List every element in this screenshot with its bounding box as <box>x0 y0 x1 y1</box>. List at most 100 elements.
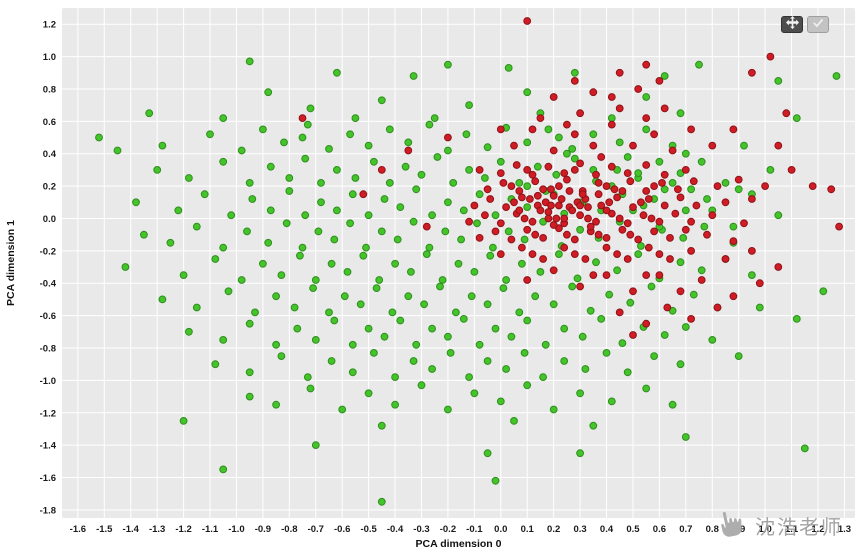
data-point-class-green[interactable] <box>251 308 259 317</box>
data-point-class-red[interactable] <box>655 250 664 259</box>
data-point-class-red[interactable] <box>713 182 722 191</box>
data-point-class-green[interactable] <box>563 149 571 158</box>
data-point-class-green[interactable] <box>245 57 254 66</box>
data-point-class-red[interactable] <box>721 255 730 263</box>
data-point-class-green[interactable] <box>417 381 426 390</box>
data-point-class-green[interactable] <box>219 243 228 252</box>
data-point-class-red[interactable] <box>642 60 651 69</box>
data-point-class-red[interactable] <box>676 193 685 202</box>
data-point-class-red[interactable] <box>528 250 537 259</box>
data-point-class-red[interactable] <box>597 153 606 161</box>
data-point-class-red[interactable] <box>536 206 545 215</box>
data-point-class-red[interactable] <box>298 114 307 122</box>
data-point-class-green[interactable] <box>340 292 349 301</box>
data-point-class-green[interactable] <box>676 258 685 267</box>
data-point-class-green[interactable] <box>285 174 294 182</box>
data-point-class-red[interactable] <box>496 250 505 259</box>
data-point-class-green[interactable] <box>650 352 658 361</box>
data-point-class-red[interactable] <box>523 225 532 234</box>
data-point-class-green[interactable] <box>560 357 569 365</box>
data-point-class-green[interactable] <box>372 284 381 293</box>
data-point-class-green[interactable] <box>504 64 513 72</box>
data-point-class-red[interactable] <box>748 68 756 77</box>
data-point-class-red[interactable] <box>650 182 658 191</box>
data-point-class-green[interactable] <box>364 324 373 333</box>
data-point-class-red[interactable] <box>642 114 651 122</box>
data-point-class-red[interactable] <box>491 227 500 236</box>
data-point-class-green[interactable] <box>681 206 690 215</box>
data-point-class-green[interactable] <box>475 190 484 199</box>
data-point-class-green[interactable] <box>499 284 508 293</box>
data-point-class-red[interactable] <box>547 201 555 210</box>
data-point-class-red[interactable] <box>748 247 756 255</box>
data-point-class-red[interactable] <box>626 230 635 239</box>
data-point-class-red[interactable] <box>642 319 651 328</box>
data-point-class-green[interactable] <box>425 120 434 129</box>
data-point-class-green[interactable] <box>206 130 214 139</box>
data-point-class-green[interactable] <box>158 295 167 304</box>
data-point-class-green[interactable] <box>568 145 577 153</box>
data-point-class-red[interactable] <box>602 206 611 215</box>
data-point-class-red[interactable] <box>660 201 669 210</box>
data-point-class-red[interactable] <box>748 195 756 203</box>
data-point-class-red[interactable] <box>602 271 611 280</box>
data-point-class-red[interactable] <box>729 237 738 246</box>
data-point-class-red[interactable] <box>576 282 584 291</box>
data-point-class-green[interactable] <box>301 211 310 220</box>
data-point-class-red[interactable] <box>634 235 643 244</box>
data-point-class-green[interactable] <box>800 444 809 453</box>
data-point-class-green[interactable] <box>370 349 378 357</box>
data-point-class-green[interactable] <box>356 300 365 309</box>
data-point-class-green[interactable] <box>470 389 479 398</box>
data-point-class-red[interactable] <box>644 243 653 252</box>
data-point-class-green[interactable] <box>607 397 616 406</box>
data-point-class-red[interactable] <box>782 109 791 118</box>
data-point-class-red[interactable] <box>642 271 651 280</box>
data-point-class-green[interactable] <box>306 384 315 393</box>
data-point-class-green[interactable] <box>303 120 312 129</box>
data-point-class-green[interactable] <box>391 373 400 382</box>
data-point-class-red[interactable] <box>528 217 537 226</box>
data-point-class-red[interactable] <box>570 166 579 174</box>
data-point-class-red[interactable] <box>589 141 598 150</box>
data-point-class-green[interactable] <box>327 259 336 268</box>
data-point-class-red[interactable] <box>713 303 722 312</box>
data-point-class-green[interactable] <box>703 195 711 203</box>
data-point-class-red[interactable] <box>507 235 516 244</box>
data-point-class-red[interactable] <box>568 206 577 215</box>
data-point-class-green[interactable] <box>95 133 103 142</box>
data-point-class-red[interactable] <box>592 170 600 179</box>
data-point-class-red[interactable] <box>475 166 484 174</box>
data-point-class-green[interactable] <box>401 162 410 171</box>
data-point-class-green[interactable] <box>634 169 643 178</box>
data-point-class-green[interactable] <box>681 433 690 441</box>
data-point-class-green[interactable] <box>523 203 532 212</box>
select-toggle-button[interactable] <box>807 16 829 33</box>
data-point-class-green[interactable] <box>333 206 341 215</box>
data-point-class-red[interactable] <box>570 250 579 259</box>
data-point-class-red[interactable] <box>518 193 526 202</box>
data-point-class-red[interactable] <box>729 292 738 301</box>
data-point-class-green[interactable] <box>121 263 130 271</box>
data-point-class-green[interactable] <box>483 300 492 309</box>
data-point-class-red[interactable] <box>668 146 677 155</box>
data-point-class-green[interactable] <box>264 88 273 97</box>
data-point-class-red[interactable] <box>581 255 590 263</box>
data-point-class-green[interactable] <box>259 259 267 268</box>
data-point-class-green[interactable] <box>245 392 254 401</box>
data-point-class-red[interactable] <box>708 141 717 150</box>
data-point-class-green[interactable] <box>602 349 611 357</box>
data-point-class-green[interactable] <box>740 141 748 150</box>
data-point-class-green[interactable] <box>555 133 563 142</box>
data-point-class-red[interactable] <box>623 169 632 178</box>
data-point-class-red[interactable] <box>560 214 569 223</box>
data-point-class-green[interactable] <box>470 268 479 276</box>
data-point-class-green[interactable] <box>597 315 606 323</box>
data-point-class-red[interactable] <box>549 221 558 229</box>
data-point-class-red[interactable] <box>520 214 529 223</box>
data-point-class-green[interactable] <box>549 405 558 414</box>
data-point-class-green[interactable] <box>425 243 434 252</box>
data-point-class-green[interactable] <box>473 219 481 228</box>
data-point-class-green[interactable] <box>523 138 532 147</box>
